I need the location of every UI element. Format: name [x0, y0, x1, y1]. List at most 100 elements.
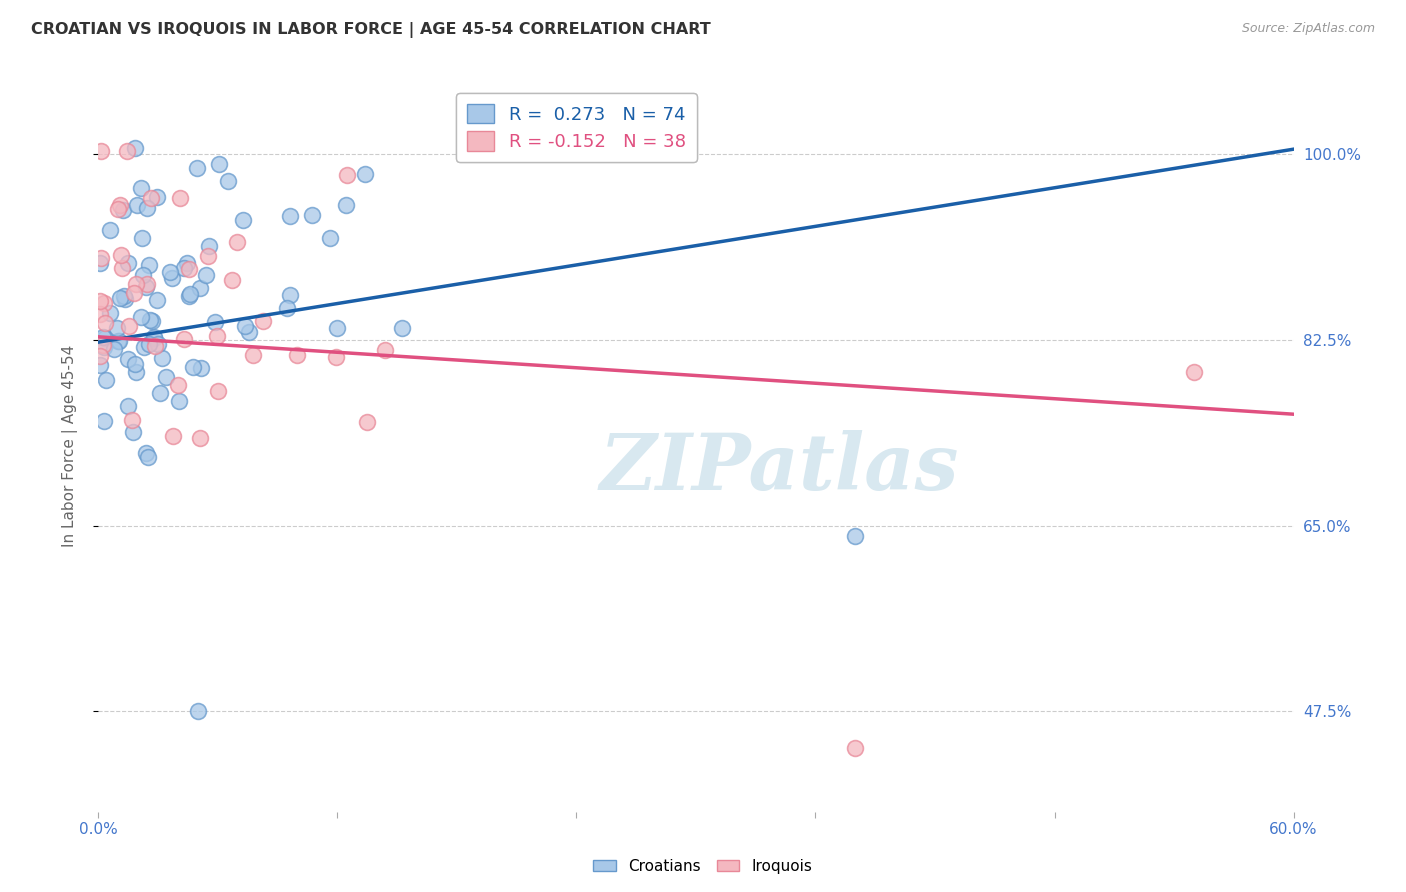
Point: [325, 350, 347, 364]
Point: [91, 338, 114, 352]
Point: [122, 286, 145, 301]
Point: [89, 307, 111, 321]
Point: [90, 144, 112, 158]
Point: [844, 741, 866, 756]
Point: [94, 373, 117, 387]
Point: [190, 361, 212, 376]
Point: [122, 425, 145, 439]
Point: [179, 262, 201, 277]
Point: [89, 293, 111, 308]
Point: [93, 316, 115, 330]
Point: [150, 351, 173, 365]
Point: [134, 340, 156, 354]
Point: [252, 314, 274, 328]
Point: [93, 296, 115, 310]
Text: CROATIAN VS IROQUOIS IN LABOR FORCE | AGE 45-54 CORRELATION CHART: CROATIAN VS IROQUOIS IN LABOR FORCE | AG…: [31, 22, 710, 38]
Point: [391, 320, 413, 334]
Point: [114, 292, 136, 306]
Point: [93, 340, 115, 354]
Point: [108, 334, 131, 348]
Point: [198, 239, 221, 253]
Point: [177, 288, 200, 302]
Point: [232, 213, 254, 227]
Point: [226, 235, 249, 249]
Point: [335, 168, 357, 182]
Point: [117, 256, 139, 270]
Point: [124, 357, 146, 371]
Y-axis label: In Labor Force | Age 45-54: In Labor Force | Age 45-54: [62, 345, 77, 547]
Point: [141, 314, 163, 328]
Point: [139, 313, 162, 327]
Point: [149, 386, 172, 401]
Point: [173, 332, 195, 346]
Point: [125, 198, 148, 212]
Point: [117, 352, 139, 367]
Point: [124, 277, 146, 292]
Text: Source: ZipAtlas.com: Source: ZipAtlas.com: [1241, 22, 1375, 36]
Point: [335, 198, 357, 212]
Point: [129, 180, 152, 194]
Point: [129, 310, 152, 325]
Point: [138, 258, 160, 272]
Point: [124, 365, 146, 379]
Point: [98, 222, 121, 236]
Point: [159, 265, 181, 279]
Point: [217, 174, 239, 188]
Point: [354, 167, 377, 181]
Point: [89, 358, 111, 372]
Point: [276, 301, 298, 315]
Point: [301, 208, 323, 222]
Point: [326, 320, 349, 334]
Point: [103, 343, 125, 357]
Point: [242, 348, 264, 362]
Point: [146, 293, 169, 307]
Point: [146, 190, 169, 204]
Point: [118, 318, 141, 333]
Point: [93, 331, 115, 345]
Point: [124, 141, 146, 155]
Point: [135, 277, 157, 292]
Point: [233, 318, 256, 333]
Point: [135, 280, 157, 294]
Point: [121, 413, 143, 427]
Point: [117, 399, 139, 413]
Point: [179, 286, 201, 301]
Point: [136, 450, 159, 464]
Point: [287, 348, 309, 362]
Point: [167, 394, 190, 409]
Point: [142, 331, 165, 345]
Point: [1182, 365, 1205, 379]
Point: [143, 339, 166, 353]
Point: [155, 370, 177, 384]
Point: [107, 334, 129, 348]
Point: [115, 145, 138, 159]
Legend: Croatians, Iroquois: Croatians, Iroquois: [588, 853, 818, 880]
Point: [221, 273, 243, 287]
Point: [188, 281, 211, 295]
Point: [111, 261, 134, 276]
Point: [238, 325, 260, 339]
Point: [112, 289, 135, 303]
Point: [278, 288, 301, 302]
Point: [105, 320, 128, 334]
Point: [374, 343, 396, 358]
Point: [356, 415, 378, 429]
Point: [93, 414, 115, 428]
Point: [176, 255, 198, 269]
Legend: R =  0.273   N = 74, R = -0.152   N = 38: R = 0.273 N = 74, R = -0.152 N = 38: [457, 93, 696, 161]
Point: [107, 202, 129, 217]
Point: [139, 190, 162, 204]
Point: [207, 384, 229, 399]
Point: [195, 268, 218, 283]
Point: [108, 291, 131, 305]
Point: [208, 157, 231, 171]
Point: [160, 270, 183, 285]
Point: [131, 231, 153, 245]
Point: [108, 198, 131, 212]
Point: [173, 261, 195, 276]
Point: [186, 161, 208, 175]
Point: [89, 349, 111, 363]
Point: [169, 191, 191, 205]
Point: [89, 256, 111, 270]
Point: [135, 446, 157, 460]
